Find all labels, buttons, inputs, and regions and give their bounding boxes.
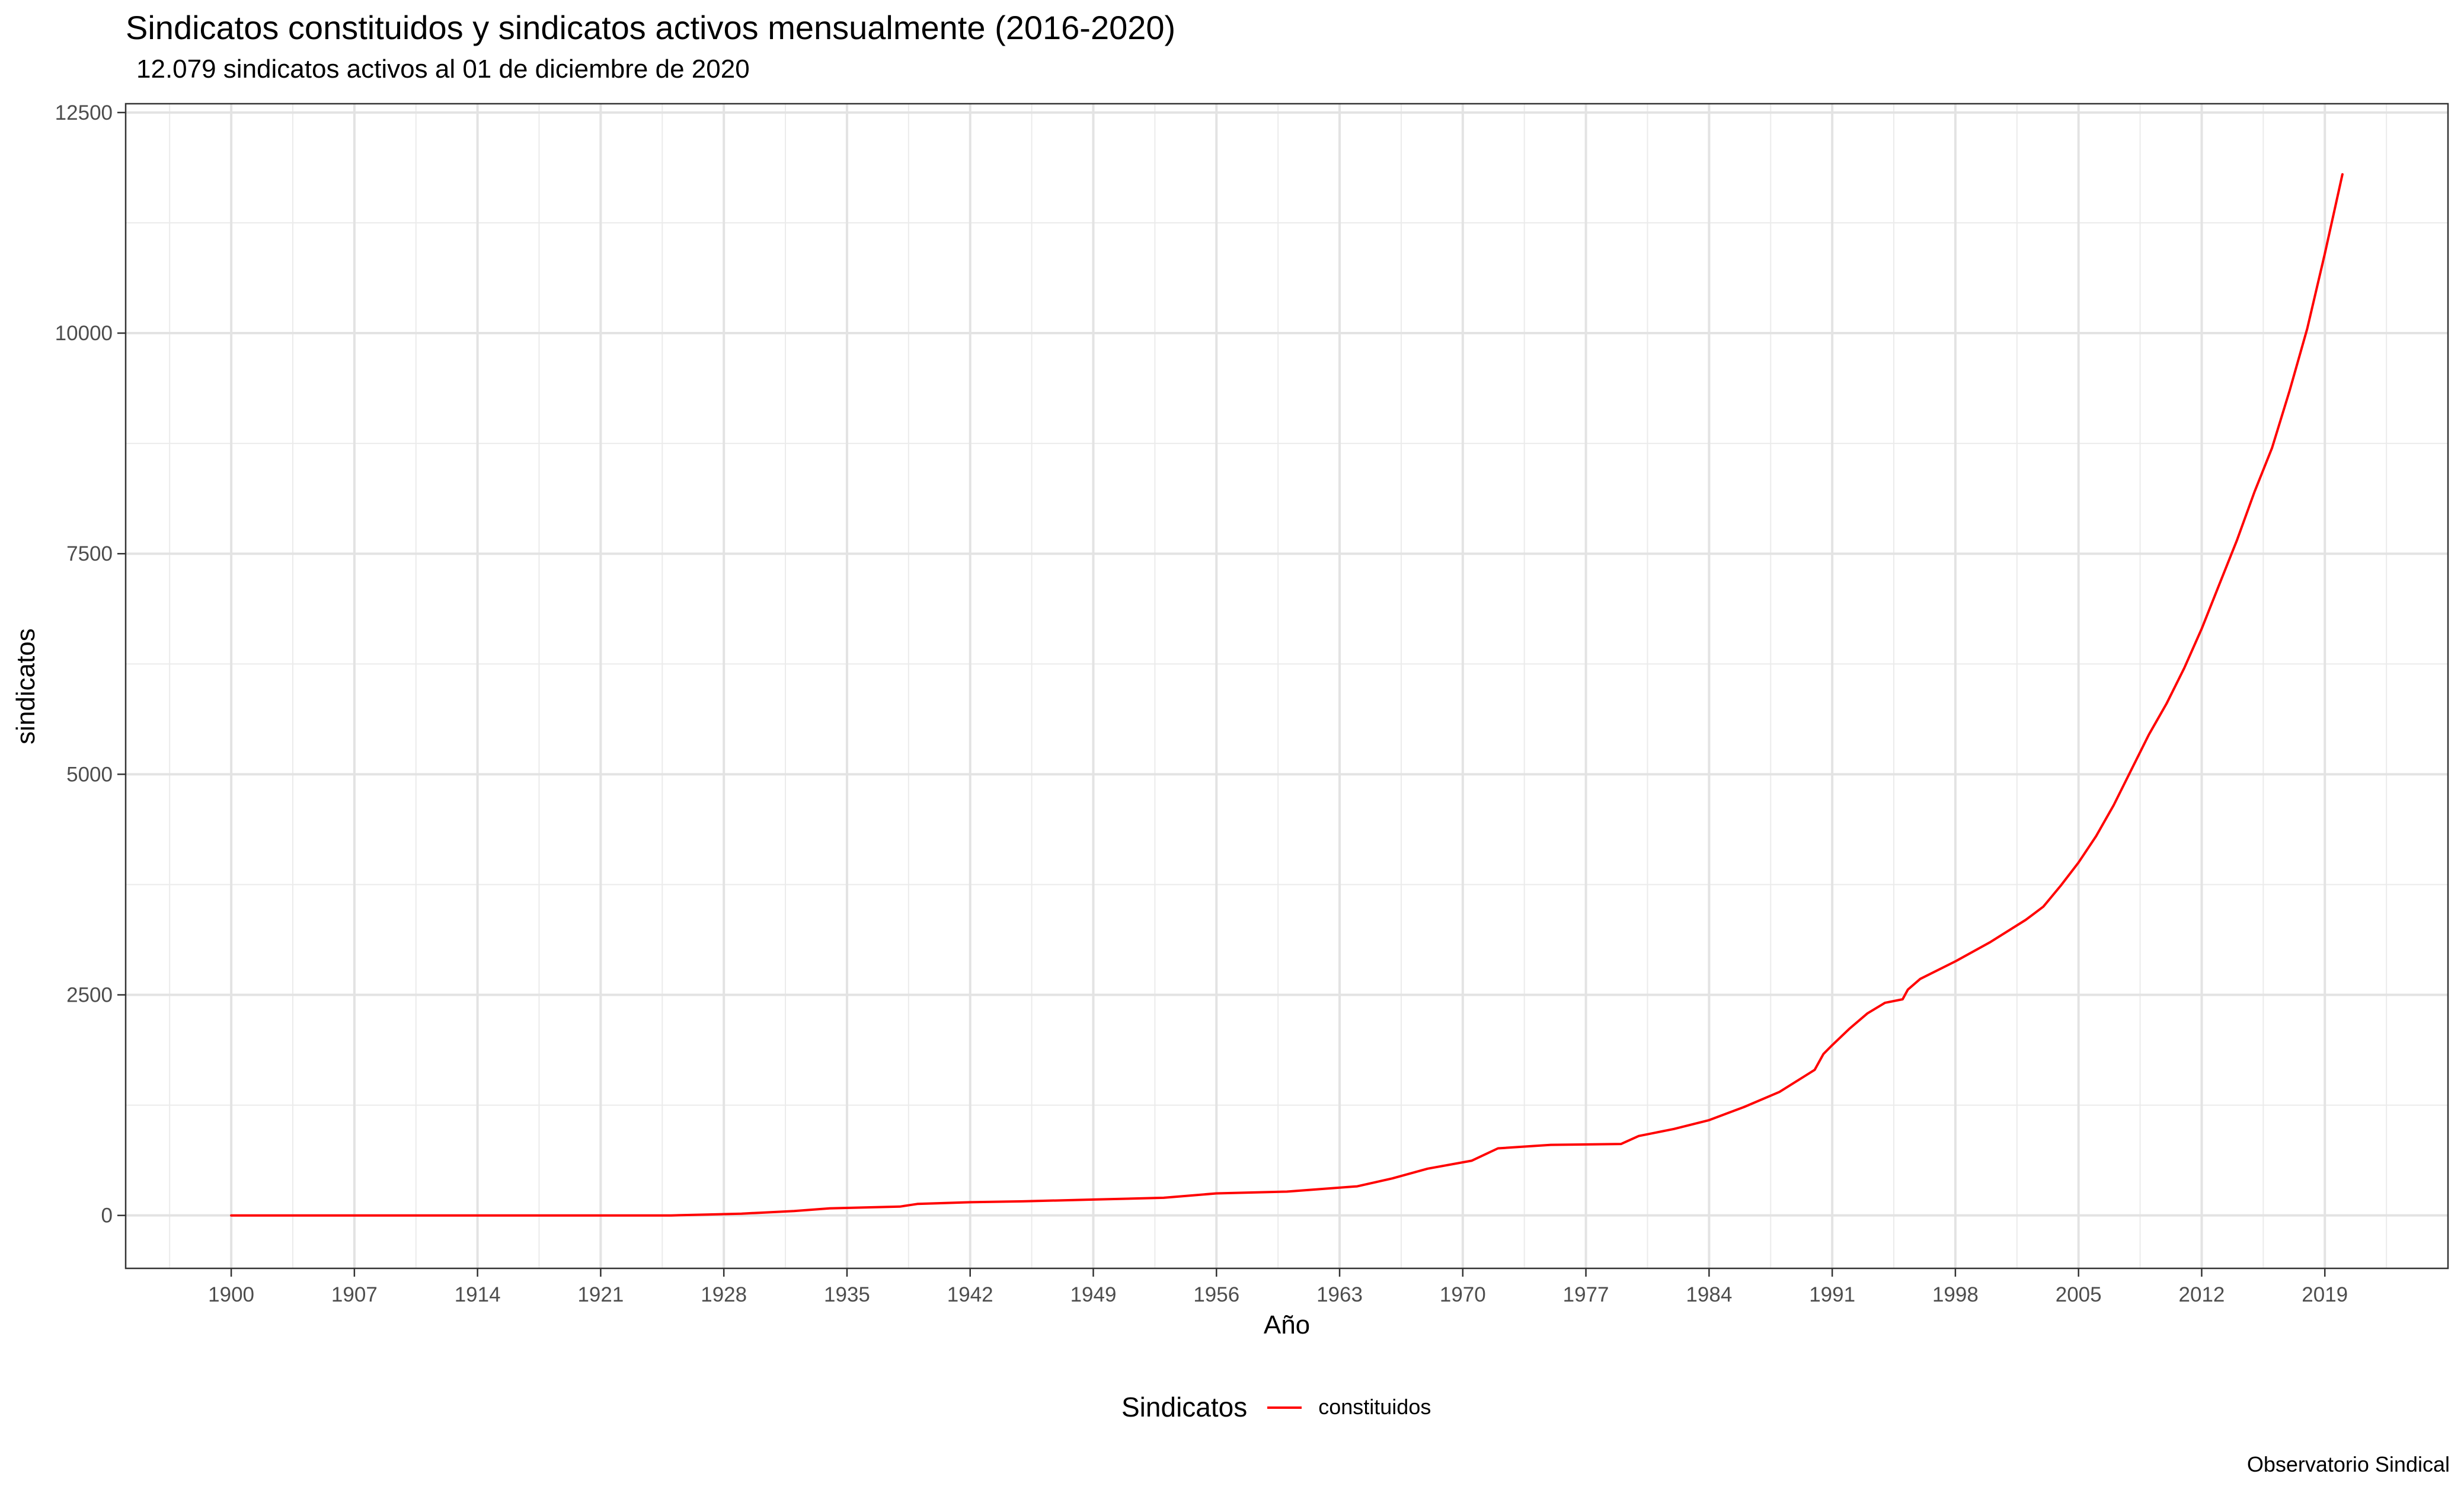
plot-border [124, 103, 2449, 1270]
x-axis: 1900 1907 1914 1921 1928 1935 1942 1949 1956 1963… [208, 1268, 2348, 1306]
x-tick-label: 1956 [1193, 1283, 1239, 1306]
series-line-constituidos [230, 173, 2344, 1217]
x-tick-label: 1977 [1563, 1283, 1609, 1306]
x-tick-label: 1928 [701, 1283, 747, 1306]
series-layer [230, 173, 2344, 1217]
chart-title: Sindicatos constituidos y sindicatos act… [126, 9, 1176, 46]
x-tick-label: 1991 [1809, 1283, 1855, 1306]
x-tick-label: 1914 [455, 1283, 501, 1306]
y-axis: 0 2500 5000 7500 10000 12500 [55, 101, 126, 1227]
x-tick-label: 2012 [2179, 1283, 2225, 1306]
grid-major [126, 104, 2448, 1268]
grid-minor [126, 104, 2448, 1268]
x-tick-label: 1963 [1316, 1283, 1363, 1306]
legend-title: Sindicatos [1121, 1392, 1248, 1422]
y-tick-label: 0 [101, 1204, 113, 1227]
y-tick-label: 7500 [66, 542, 113, 565]
y-tick-label: 12500 [55, 101, 113, 124]
y-tick-label: 5000 [66, 763, 113, 786]
chart-subtitle: 12.079 sindicatos activos al 01 de dicie… [136, 55, 750, 84]
x-tick-label: 1921 [577, 1283, 624, 1306]
x-tick-label: 1935 [824, 1283, 870, 1306]
legend-label-constituidos: constituidos [1318, 1395, 1431, 1419]
y-tick-label: 10000 [55, 322, 113, 345]
x-tick-label: 2005 [2056, 1283, 2102, 1306]
x-tick-label: 1970 [1440, 1283, 1486, 1306]
x-axis-label: Año [1264, 1310, 1310, 1339]
legend-key-constituidos [1264, 1388, 1305, 1426]
x-tick-label: 1907 [331, 1283, 378, 1306]
x-tick-label: 1984 [1686, 1283, 1732, 1306]
x-tick-label: 2019 [2302, 1283, 2348, 1306]
x-tick-label: 1942 [947, 1283, 993, 1306]
x-tick-label: 1998 [1932, 1283, 1979, 1306]
y-axis-label: sindicatos [11, 628, 40, 744]
chart-caption: Observatorio Sindical [2246, 1452, 2450, 1476]
y-tick-label: 2500 [66, 984, 113, 1007]
legend: Sindicatos constituidos [1121, 1388, 1431, 1426]
x-tick-label: 1900 [208, 1283, 254, 1306]
plot-panel [126, 104, 2448, 1268]
x-tick-label: 1949 [1070, 1283, 1117, 1306]
